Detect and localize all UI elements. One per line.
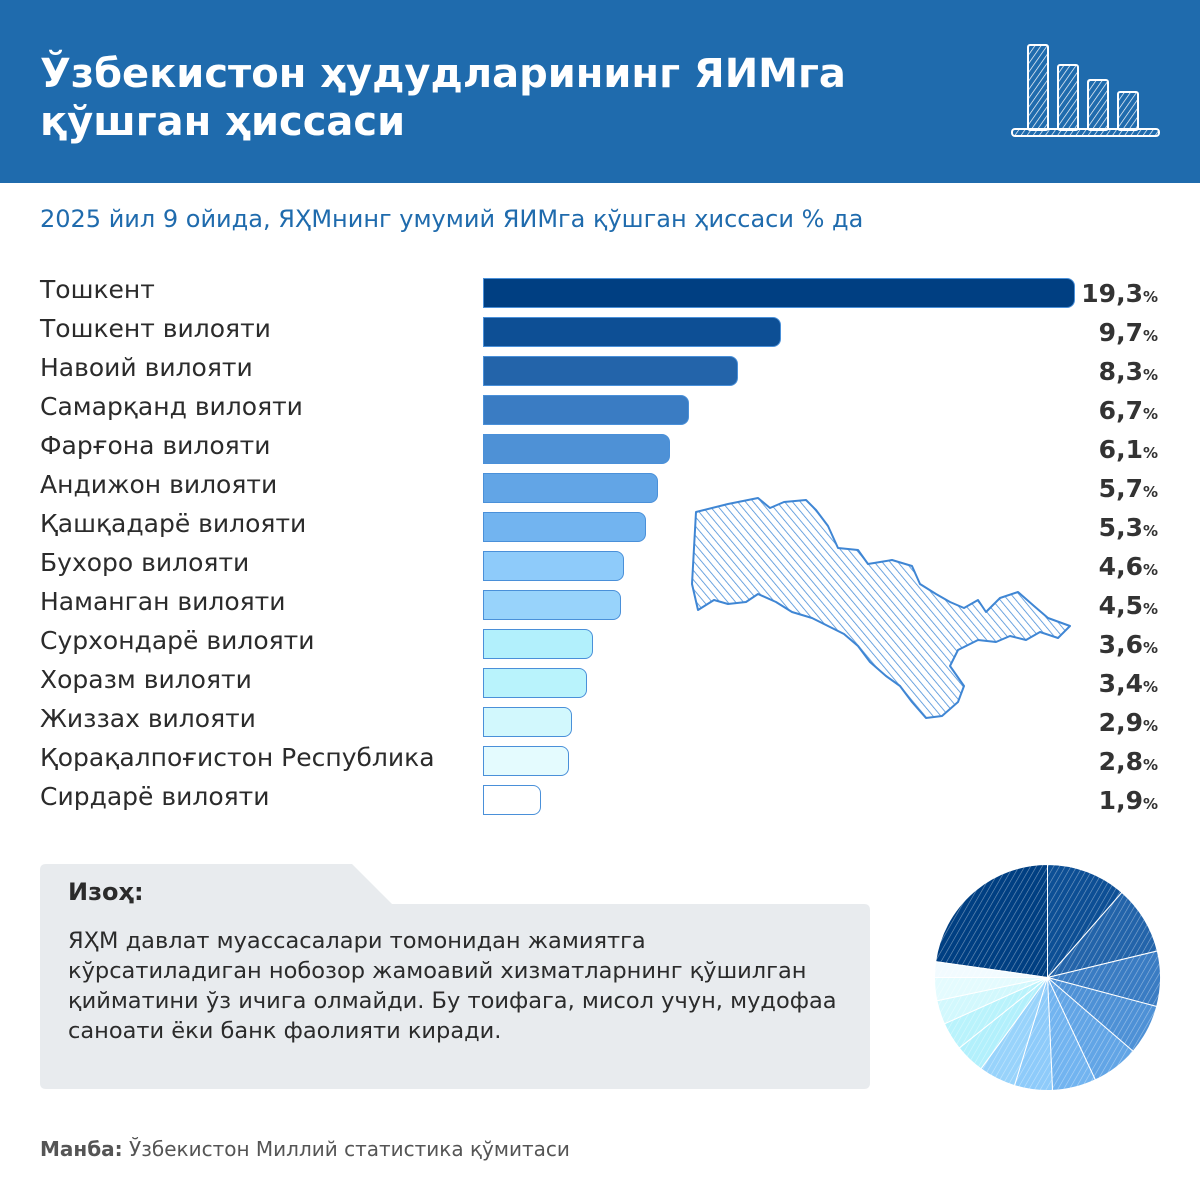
bar-value-unit: % (1142, 561, 1158, 579)
chart-subtitle: 2025 йил 9 ойида, ЯҲМнинг умумий ЯИМга қ… (40, 205, 864, 233)
bar (483, 355, 738, 386)
bar-value-unit: % (1142, 678, 1158, 696)
bar (483, 277, 1075, 308)
bar-label: Сурхондарё вилояти (40, 626, 315, 655)
bar-label: Наманган вилояти (40, 587, 286, 616)
bar (483, 745, 569, 776)
bar-value-unit: % (1142, 405, 1158, 423)
bar-value-label: 19,3% (1081, 279, 1158, 308)
pie-slice-hatch (934, 961, 1048, 978)
note-background (40, 864, 870, 1089)
bar-label: Бухоро вилояти (40, 548, 250, 577)
bar-label: Самарқанд вилояти (40, 392, 303, 421)
bar-label: Андижон вилояти (40, 470, 278, 499)
bar-label: Қашқадарё вилояти (40, 509, 307, 538)
source-label: Манба: (40, 1137, 123, 1161)
bar (483, 316, 781, 347)
bar (483, 433, 670, 464)
pie-slice-hatch (1014, 977, 1053, 1091)
bar (483, 511, 646, 542)
title-line-1: Ўзбекистон ҳудудларининг ЯИМга (40, 51, 846, 97)
bar-value-unit: % (1142, 444, 1158, 462)
bar-value-unit: % (1142, 522, 1158, 540)
note-text: ЯҲМ давлат муассасалари томонидан жамият… (68, 928, 837, 1044)
bar-chart-icon (1011, 44, 1160, 137)
bar-label: Навоий вилояти (40, 353, 253, 382)
bar (483, 628, 593, 659)
bar-label: Сирдарё вилояти (40, 782, 270, 811)
bar-value-label: 4,5% (1098, 591, 1158, 620)
bar-value-label: 3,6% (1098, 630, 1158, 659)
bar (483, 472, 658, 503)
pie-slice-hatch (1047, 977, 1096, 1091)
bar-value-label: 3,4% (1098, 669, 1158, 698)
bar-value-label: 9,7% (1098, 318, 1158, 347)
pie-slice-hatch (1047, 977, 1134, 1080)
bar (483, 550, 624, 581)
bar-value-label: 6,1% (1098, 435, 1158, 464)
bar-value-unit: % (1142, 366, 1158, 384)
source-line: Манба: Ўзбекистон Миллий статистика қўми… (40, 1137, 570, 1161)
pie-slice-hatch (980, 977, 1048, 1086)
bar-value-label: 5,3% (1098, 513, 1158, 542)
bar-value-unit: % (1142, 717, 1158, 735)
bar-value-unit: % (1142, 600, 1158, 618)
bar (483, 394, 689, 425)
bar-value-unit: % (1142, 327, 1158, 345)
note-box: Изоҳ: ЯҲМ давлат муассасалари томонидан … (40, 864, 870, 1089)
pie-slice-hatch (936, 977, 1048, 1024)
bar-value-label: 4,6% (1098, 552, 1158, 581)
source-text: Ўзбекистон Миллий статистика қўмитаси (129, 1137, 570, 1161)
bar (483, 667, 587, 698)
bar-label: Хоразм вилояти (40, 665, 252, 694)
bar (483, 706, 572, 737)
bar-label: Тошкент (40, 275, 155, 304)
bar-label: Тошкент вилояти (40, 314, 271, 343)
bar-value-label: 6,7% (1098, 396, 1158, 425)
title-line-2: қўшган ҳиссаси (40, 99, 406, 145)
bar-chart: Тошкент 19,3% Тошкент вилояти 9,7% Навоий ви… (0, 270, 1200, 830)
bar (483, 589, 621, 620)
note-title: Изоҳ: (68, 878, 144, 906)
pie-slice-hatch (1047, 950, 1161, 1007)
page-title: Ўзбекистон ҳудудларининг ЯИМга қўшган ҳи… (40, 50, 940, 146)
bar-value-unit: % (1142, 756, 1158, 774)
pie-chart-icon (933, 863, 1161, 1091)
pie-slice-hatch (944, 977, 1048, 1049)
bar-value-label: 8,3% (1098, 357, 1158, 386)
pie-slice-hatch (1047, 892, 1158, 978)
pie-slice-hatch (959, 977, 1048, 1069)
pie-slice-hatch (1047, 977, 1157, 1052)
bar-value-unit: % (1142, 483, 1158, 501)
bar-label: Жиззах вилояти (40, 704, 256, 733)
pie-slice-hatch (1047, 864, 1122, 978)
uzbekistan-map-icon (691, 497, 1071, 719)
bar-value-label: 2,8% (1098, 747, 1158, 776)
bar (483, 784, 541, 815)
bar-value-unit: % (1142, 288, 1158, 306)
bar-value-unit: % (1142, 795, 1158, 813)
bar-value-unit: % (1142, 639, 1158, 657)
bar-value-label: 1,9% (1098, 786, 1158, 815)
bar-value-label: 2,9% (1098, 708, 1158, 737)
pie-slice-hatch (935, 864, 1048, 978)
bar-value-label: 5,7% (1098, 474, 1158, 503)
header-banner: Ўзбекистон ҳудудларининг ЯИМга қўшган ҳи… (0, 0, 1200, 183)
pie-slice-hatch (934, 977, 1048, 1001)
bar-label: Қорақалпоғистон Республика (40, 743, 435, 772)
bar-label: Фарғона вилояти (40, 431, 271, 460)
